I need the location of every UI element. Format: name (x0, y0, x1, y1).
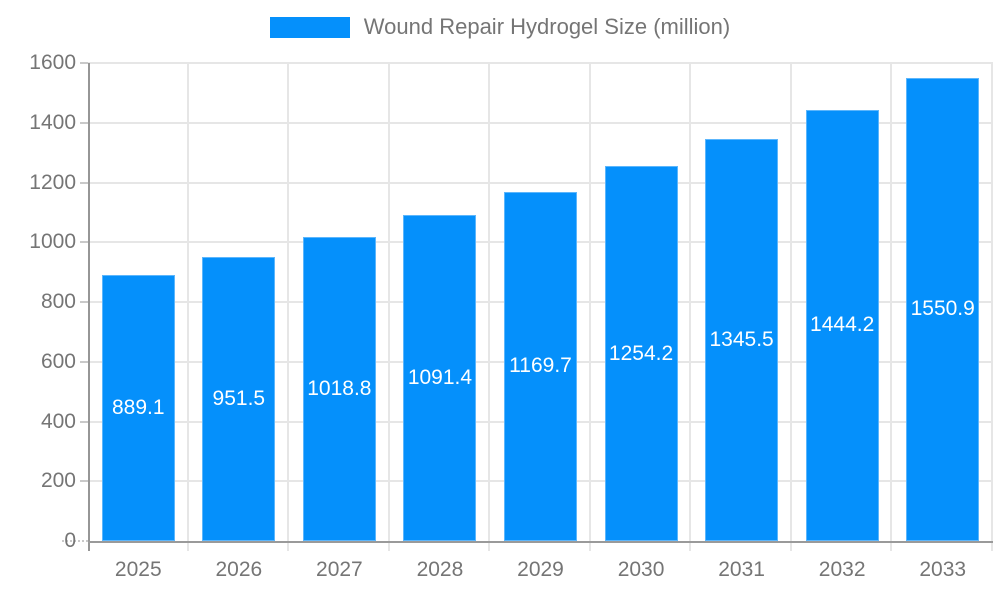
y-tick-label: 1600 (29, 51, 76, 74)
y-tick-1200 (80, 181, 88, 184)
x-tick-label: 2026 (215, 558, 263, 581)
gridline-x-8 (890, 63, 893, 551)
legend-label: Wound Repair Hydrogel Size (million) (363, 14, 731, 39)
plot-area: 889.1 951.5 1018.8 1091.4 1169.7 1254.2 1345.5… (62, 62, 993, 551)
y-tick-600 (80, 360, 88, 363)
y-tick-label: 1400 (29, 110, 76, 134)
bar-2027: 1018.8 (302, 236, 376, 541)
gridline-x-6 (689, 63, 692, 551)
bar-2031: 1345.5 (705, 139, 779, 541)
y-tick-label: 400 (40, 409, 76, 433)
x-tick-label: 2028 (416, 558, 464, 581)
y-tick-label: 600 (40, 349, 76, 373)
y-tick-1000 (80, 241, 88, 244)
bar-2026: 951.5 (202, 256, 276, 541)
gridline-x-5 (588, 63, 591, 551)
x-tick-label: 2031 (718, 558, 765, 581)
legend-swatch (269, 16, 350, 38)
bar-value-label: 1345.5 (709, 328, 774, 352)
bar-value-label: 951.5 (212, 386, 266, 410)
y-tick-1600 (80, 62, 88, 64)
bar-2032: 1444.2 (805, 109, 879, 541)
x-tick-label: 2025 (114, 558, 162, 581)
y-tick-label: 200 (40, 469, 76, 493)
x-tick-label: 2027 (316, 558, 363, 581)
gridline-x-4 (488, 63, 491, 551)
bar-2029: 1169.7 (504, 191, 577, 541)
y-tick-200 (80, 480, 88, 483)
y-tick-label: 800 (40, 290, 76, 313)
gridline-x-3 (387, 63, 390, 551)
gridline-x-2 (287, 63, 290, 551)
y-tick-label: 1200 (29, 170, 76, 194)
y-tick-1400 (80, 121, 88, 124)
bar-value-label: 1444.2 (810, 313, 875, 337)
x-tick-label: 2029 (517, 558, 564, 581)
gridline-x-1 (186, 63, 189, 551)
y-axis-line (88, 63, 90, 551)
legend: Wound Repair Hydrogel Size (million) (0, 14, 1000, 40)
bar-value-label: 1550.9 (910, 297, 975, 321)
y-tick-800 (80, 301, 88, 303)
y-tick-label: 0 (64, 529, 76, 552)
bar-value-label: 1169.7 (509, 354, 572, 378)
x-tick-label: 2033 (919, 558, 967, 581)
x-axis-line (88, 541, 993, 543)
bar-value-label: 1254.2 (608, 341, 674, 365)
gridline-y-1600 (88, 62, 993, 64)
bar-value-label: 1091.4 (407, 365, 473, 389)
x-tick-label: 2032 (818, 558, 866, 581)
bar-2030: 1254.2 (604, 166, 678, 541)
bar-2025: 889.1 (101, 275, 175, 541)
gridline-y-1400 (88, 121, 993, 124)
bar-2033: 1550.9 (906, 77, 980, 541)
gridline-x-9 (991, 63, 993, 551)
y-tick-label: 1000 (29, 230, 76, 254)
bar-value-label: 1018.8 (307, 376, 372, 400)
x-tick-label: 2030 (617, 558, 665, 581)
bar-value-label: 889.1 (111, 396, 165, 420)
y-tick-0 (62, 540, 88, 542)
gridline-y-1200 (88, 181, 993, 184)
y-tick-400 (80, 420, 88, 423)
bar-2028: 1091.4 (403, 214, 477, 541)
gridline-x-7 (789, 63, 792, 551)
